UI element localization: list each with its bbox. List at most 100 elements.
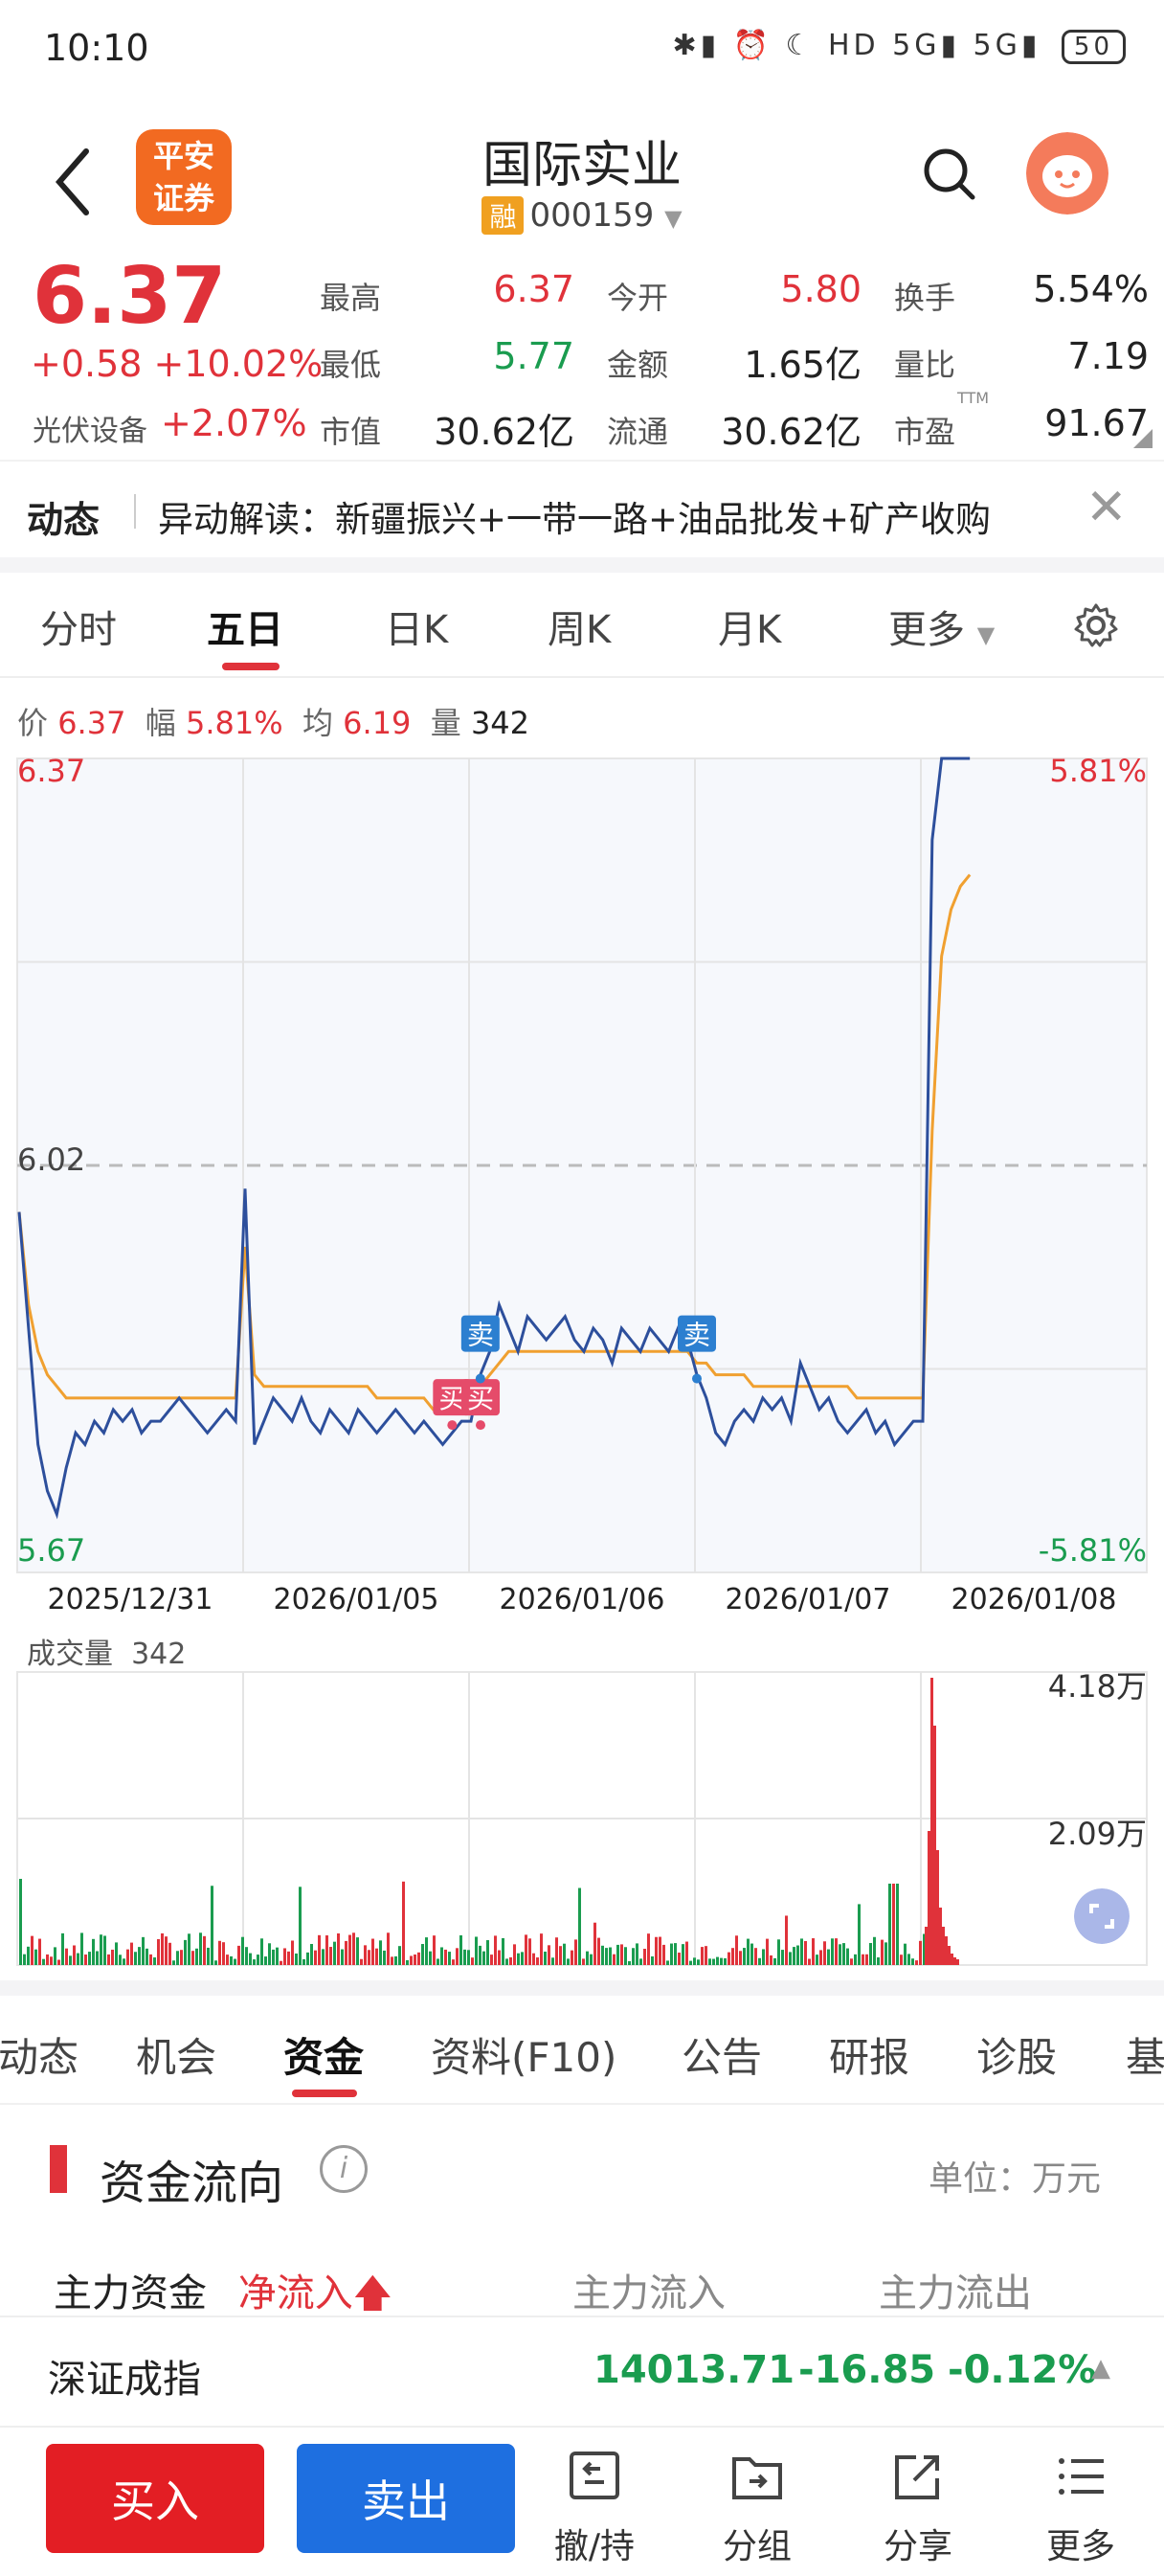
corner-triangle-icon — [1133, 429, 1153, 448]
stock-code-selector[interactable]: 融 000159 ▼ — [0, 196, 1164, 235]
share-button[interactable]: 分享 — [846, 2450, 990, 2568]
volume-bar — [659, 1936, 661, 1965]
volume-bar — [226, 1955, 229, 1965]
volume-bar — [23, 1954, 26, 1965]
section-separator — [0, 1980, 1164, 1996]
volume-bar — [387, 1932, 390, 1965]
trade-marker-label: 卖 — [467, 1320, 494, 1351]
more-button[interactable]: 更多 — [1009, 2450, 1153, 2568]
tab-announcements[interactable]: 公告 — [682, 2034, 763, 2081]
trade-marker-label: 买 — [467, 1383, 494, 1414]
volume-bar — [65, 1948, 68, 1965]
volume-bar — [888, 1884, 891, 1965]
quote-value-volume-ratio: 7.19 — [1067, 335, 1149, 377]
tabs-divider — [0, 2103, 1164, 2105]
volume-bar — [249, 1953, 252, 1965]
quote-label-pe: 市盈 — [894, 414, 956, 450]
volume-bar — [884, 1942, 887, 1965]
volume-bar — [766, 1938, 769, 1965]
index-ticker[interactable] — [0, 2316, 1164, 2428]
volume-bar — [27, 1946, 30, 1965]
volume-bar — [705, 1946, 707, 1965]
volume-bar — [900, 1955, 903, 1965]
back-arrow-icon[interactable] — [48, 144, 105, 220]
volume-bar — [54, 1947, 56, 1965]
volume-bar — [126, 1949, 129, 1965]
volume-bar — [34, 1949, 37, 1965]
tab-more[interactable]: 更多 ▼ — [888, 599, 995, 654]
volume-bar — [540, 1933, 543, 1965]
tab-news[interactable]: 动态 — [0, 2034, 79, 2081]
volume-bar — [923, 1933, 926, 1965]
volume-bar — [793, 1947, 795, 1965]
volume-bar — [425, 1937, 428, 1965]
volume-bar — [567, 1958, 570, 1965]
volume-bar — [505, 1958, 508, 1965]
volume-bar — [222, 1942, 225, 1965]
volume-bar — [839, 1944, 841, 1965]
buy-button[interactable]: 买入 — [46, 2444, 264, 2553]
volume-bar — [548, 1945, 550, 1965]
sell-button[interactable]: 卖出 — [297, 2444, 515, 2553]
volume-bar — [490, 1955, 493, 1965]
group-button[interactable]: 分组 — [685, 2450, 829, 2568]
tab-opportunity[interactable]: 机会 — [136, 2034, 217, 2081]
volume-bar — [854, 1954, 857, 1965]
volume-bar — [352, 1932, 355, 1965]
volume-bar — [80, 1932, 83, 1965]
cancel-hold-button[interactable]: 撤/持 — [523, 2450, 666, 2568]
volume-bar — [735, 1935, 738, 1965]
sector-name[interactable]: 光伏设备 — [33, 415, 147, 448]
tab-five-day[interactable]: 五日 — [207, 608, 283, 652]
quote-label-low: 最低 — [320, 347, 382, 383]
pct-top-label: 5.81% — [1049, 753, 1147, 789]
volume-bar — [956, 1959, 959, 1965]
tab-diagnosis[interactable]: 诊股 — [976, 2034, 1058, 2081]
volume-bar — [96, 1951, 99, 1965]
volume-bar — [161, 1932, 164, 1965]
volume-bar — [685, 1941, 688, 1965]
info-icon[interactable]: i — [320, 2145, 368, 2193]
quote-label-open: 今开 — [607, 280, 669, 316]
y-top-label: 6.37 — [17, 753, 85, 789]
tab-daily-k[interactable]: 日K — [385, 608, 449, 652]
quote-value-pe: 91.67 — [1044, 402, 1149, 444]
fund-header-main: 主力资金 净流入🡅 — [54, 2262, 392, 2331]
volume-bar — [896, 1884, 899, 1965]
assistant-avatar-icon[interactable] — [1026, 132, 1108, 215]
tab-weekly-k[interactable]: 周K — [548, 608, 612, 652]
volume-bar — [862, 1954, 864, 1965]
volume-bar — [433, 1935, 436, 1965]
tab-fund-overflow[interactable]: 基 — [1126, 2034, 1164, 2081]
volume-bar — [348, 1934, 351, 1965]
tab-intraday[interactable]: 分时 — [40, 608, 117, 652]
volume-bar — [582, 1958, 585, 1965]
volume-bar — [180, 1950, 183, 1965]
news-bar[interactable] — [0, 460, 1164, 567]
tab-monthly-k[interactable]: 月K — [718, 608, 782, 652]
volume-bar — [172, 1960, 175, 1965]
volume-bar — [942, 1927, 945, 1965]
volume-bar — [571, 1950, 573, 1965]
volume-bar — [84, 1955, 87, 1965]
close-icon[interactable]: ✕ — [1086, 479, 1128, 536]
gear-icon[interactable] — [1072, 601, 1120, 649]
tab-f10[interactable]: 资料(F10) — [431, 2034, 617, 2081]
volume-bar — [643, 1949, 646, 1965]
volume-bar — [720, 1957, 723, 1965]
volume-bar — [50, 1956, 53, 1965]
volume-bar — [509, 1956, 512, 1965]
five-day-price-chart[interactable]: 买买 卖 卖 6.37 6.02 5.67 5.81% -5.81% 2025/12/31 202… — [0, 747, 1164, 1618]
volume-bar — [19, 1879, 22, 1965]
volume-bar — [812, 1938, 815, 1965]
news-headline[interactable]: 异动解读：新疆振兴+一带一路+油品批发+矿产收购 — [158, 499, 992, 540]
volume-bar — [237, 1945, 240, 1965]
volume-chart[interactable]: 4.18万 2.09万 — [0, 1666, 1164, 1973]
tab-research[interactable]: 研报 — [829, 2034, 910, 2081]
chevron-up-icon[interactable]: ▲ — [1091, 2354, 1110, 2383]
search-icon[interactable] — [921, 146, 978, 203]
tab-funds[interactable]: 资金 — [283, 2034, 365, 2081]
expand-fullscreen-icon[interactable] — [1074, 1888, 1130, 1944]
volume-bar — [697, 1959, 700, 1965]
index-change: -16.85 — [798, 2348, 936, 2392]
